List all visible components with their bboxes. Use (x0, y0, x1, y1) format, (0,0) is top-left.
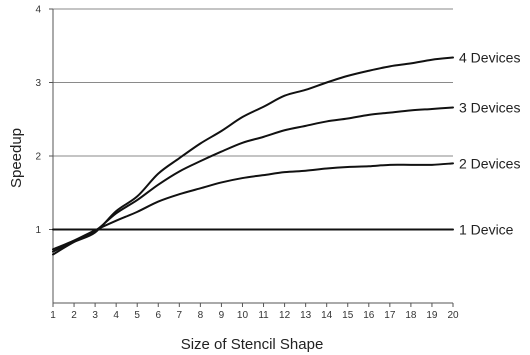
series-label-1-device: 1 Device (459, 222, 514, 238)
x-tick-label: 3 (92, 310, 98, 321)
series-labels: 1 Device 2 Devices 3 Devices 4 Devices (459, 50, 520, 238)
y-tick-label: 2 (35, 152, 41, 163)
x-tick-label: 5 (134, 310, 140, 321)
x-tick-label: 8 (198, 310, 204, 321)
x-tick-label: 17 (384, 310, 396, 321)
series-label-3-devices: 3 Devices (459, 99, 520, 115)
x-tick-label: 19 (426, 310, 438, 321)
x-tick-label: 9 (219, 310, 225, 321)
x-tick-label: 2 (71, 310, 77, 321)
series-line-2-devices (52, 162, 454, 251)
y-axis-title: Speedup (8, 128, 25, 188)
y-tick-label: 4 (35, 5, 41, 16)
x-tick-label: 1 (50, 310, 56, 321)
series-line-3-devices (52, 106, 454, 253)
x-tick-label: 11 (258, 310, 269, 321)
series-label-4-devices: 4 Devices (459, 50, 520, 66)
x-tick-label: 6 (155, 310, 161, 321)
x-tick-label: 12 (279, 310, 291, 321)
x-tick-label: 10 (237, 310, 249, 321)
x-tick-label: 20 (447, 310, 459, 321)
x-tick-label: 4 (113, 310, 119, 321)
series-lines (52, 56, 454, 256)
y-tick-label: 1 (35, 225, 41, 236)
x-tick-label: 16 (363, 310, 375, 321)
series-label-2-devices: 2 Devices (459, 155, 520, 171)
x-tick-label: 13 (300, 310, 312, 321)
x-tick-label: 18 (405, 310, 417, 321)
series-line-4-devices (52, 56, 454, 256)
y-tick-label: 3 (35, 78, 41, 89)
x-tick-label: 15 (342, 310, 354, 321)
grid-lines (53, 8, 453, 230)
x-axis-title: Size of Stencil Shape (181, 336, 324, 353)
axes (49, 8, 454, 307)
x-tick-label: 7 (177, 310, 183, 321)
x-tick-label: 14 (321, 310, 333, 321)
